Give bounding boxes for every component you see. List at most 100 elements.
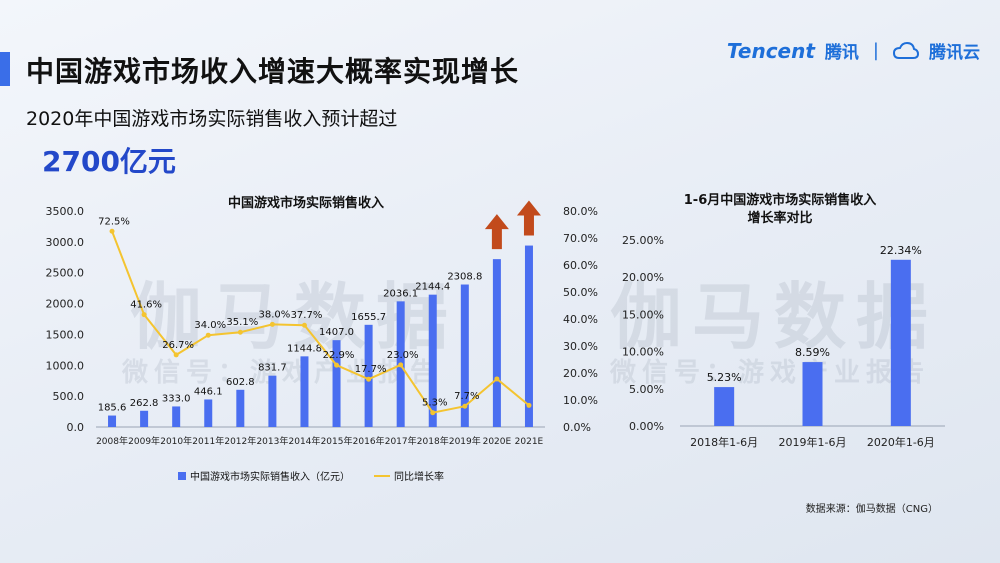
x-tick-label: 2014年 [289,435,321,447]
y-tick-label: 500.0 [53,390,85,403]
bar [268,375,277,427]
bar [172,406,181,427]
bar [204,399,213,427]
y-tick-label: 3500.0 [46,205,85,218]
legend-bar-swatch [178,472,186,480]
accent-bar [0,52,10,86]
bar [108,415,117,427]
y-tick-label: 1000.0 [46,359,85,372]
y2-tick-label: 0.0% [563,421,591,434]
bar [492,259,501,427]
x-tick-label: 2019年1-6月 [779,435,847,449]
growth-point [398,362,404,368]
y-tick-label: 1500.0 [46,328,85,341]
growth-point [141,312,147,318]
bar-value-label: 2144.4 [415,282,450,293]
y-tick-label: 10.00% [622,346,664,359]
x-tick-label: 2011年 [192,435,224,447]
x-tick-label: 2012年 [224,435,256,447]
growth-value-label: 5.3% [422,398,447,409]
y2-tick-label: 20.0% [563,367,598,380]
bar-value-label: 333.0 [162,393,191,404]
bar [236,389,245,427]
growth-point [301,322,307,328]
bar [300,356,309,427]
growth-line [111,230,530,414]
x-tick-label: 2013年 [256,435,288,447]
growth-point [109,228,115,234]
x-tick-label: 2010年 [160,435,192,447]
growth-value-label: 34.0% [194,320,226,331]
y-tick-label: 0.0 [67,421,85,434]
growth-point [366,376,372,382]
growth-point [494,376,500,382]
legend-bar-label: 中国游戏市场实际销售收入（亿元） [190,470,350,483]
growth-value-label: 37.7% [291,310,323,321]
chart-title-line: 增长率对比 [747,210,812,226]
x-tick-label: 2015年 [321,435,353,447]
y-tick-label: 3000.0 [46,236,85,249]
y-tick-label: 20.00% [622,271,664,284]
x-tick-label: 2017年 [385,435,417,447]
y-tick-label: 2500.0 [46,267,85,280]
bar-value-label: 185.6 [98,403,127,414]
growth-value-label: 26.7% [162,340,194,351]
growth-value-label: 23.0% [387,350,419,361]
y2-tick-label: 30.0% [563,340,598,353]
y2-tick-label: 10.0% [563,394,598,407]
bar-value-label: 1407.0 [319,327,354,338]
y2-tick-label: 80.0% [563,205,598,218]
x-tick-label: 2020E [483,437,512,447]
x-tick-label: 2018年1-6月 [690,435,758,449]
x-tick-label: 2009年 [128,435,160,447]
brand-logos: Tencent 腾讯 | 腾讯云 [727,38,980,64]
growth-point [526,402,532,408]
highlight-value: 2700亿元 [42,145,176,178]
y-tick-label: 0.00% [629,420,664,433]
y2-tick-label: 50.0% [563,286,598,299]
growth-value-label: 22.9% [323,350,355,361]
tencent-cloud-logo: 腾讯云 [929,43,980,63]
bar [364,324,373,427]
bar [714,387,735,426]
y2-tick-label: 40.0% [563,313,598,326]
growth-point [237,329,243,335]
y2-tick-label: 60.0% [563,259,598,272]
y-tick-label: 15.00% [622,308,664,321]
page-subtitle: 2020年中国游戏市场实际销售收入预计超过 [26,108,398,130]
growth-value-label: 7.7% [454,391,479,402]
x-tick-label: 2018年 [417,435,449,447]
bar-value-label: 8.59% [795,346,830,359]
bar [332,340,341,427]
revenue-chart: 中国游戏市场实际销售收入 0.0 500.0 1000.0 1500.0 2000.0 25… [46,195,598,483]
up-arrow-icon [516,200,541,236]
x-tick-label: 2021E [515,437,544,447]
bar [140,410,149,427]
page-title: 中国游戏市场收入增速大概率实现增长 [26,55,520,88]
growth-point [462,403,468,409]
bar-value-label: 1144.8 [287,343,322,354]
growth-point [173,352,179,358]
bar [890,259,911,426]
data-source: 数据来源：伽马数据（CNG） [805,504,938,515]
growth-point [334,362,340,368]
legend-line-label: 同比增长率 [394,470,444,483]
bar-value-label: 5.23% [707,371,742,384]
growth-value-label: 41.6% [130,300,162,311]
bar [460,284,469,427]
bar-value-label: 446.1 [194,386,223,397]
bar-value-label: 1655.7 [351,312,386,323]
brand-separator: | [872,40,879,61]
chart-title: 中国游戏市场实际销售收入 [228,195,384,211]
bar-value-label: 602.8 [226,377,255,388]
y-tick-label: 2000.0 [46,298,85,311]
up-arrow-icon [484,214,509,250]
x-tick-label: 2019年 [449,435,481,447]
y-tick-label: 5.00% [629,383,664,396]
x-tick-label: 2020年1-6月 [867,435,935,449]
bar [524,245,533,427]
x-tick-label: 2008年 [96,435,128,447]
bar [802,362,823,426]
bar-value-label: 262.8 [130,398,159,409]
